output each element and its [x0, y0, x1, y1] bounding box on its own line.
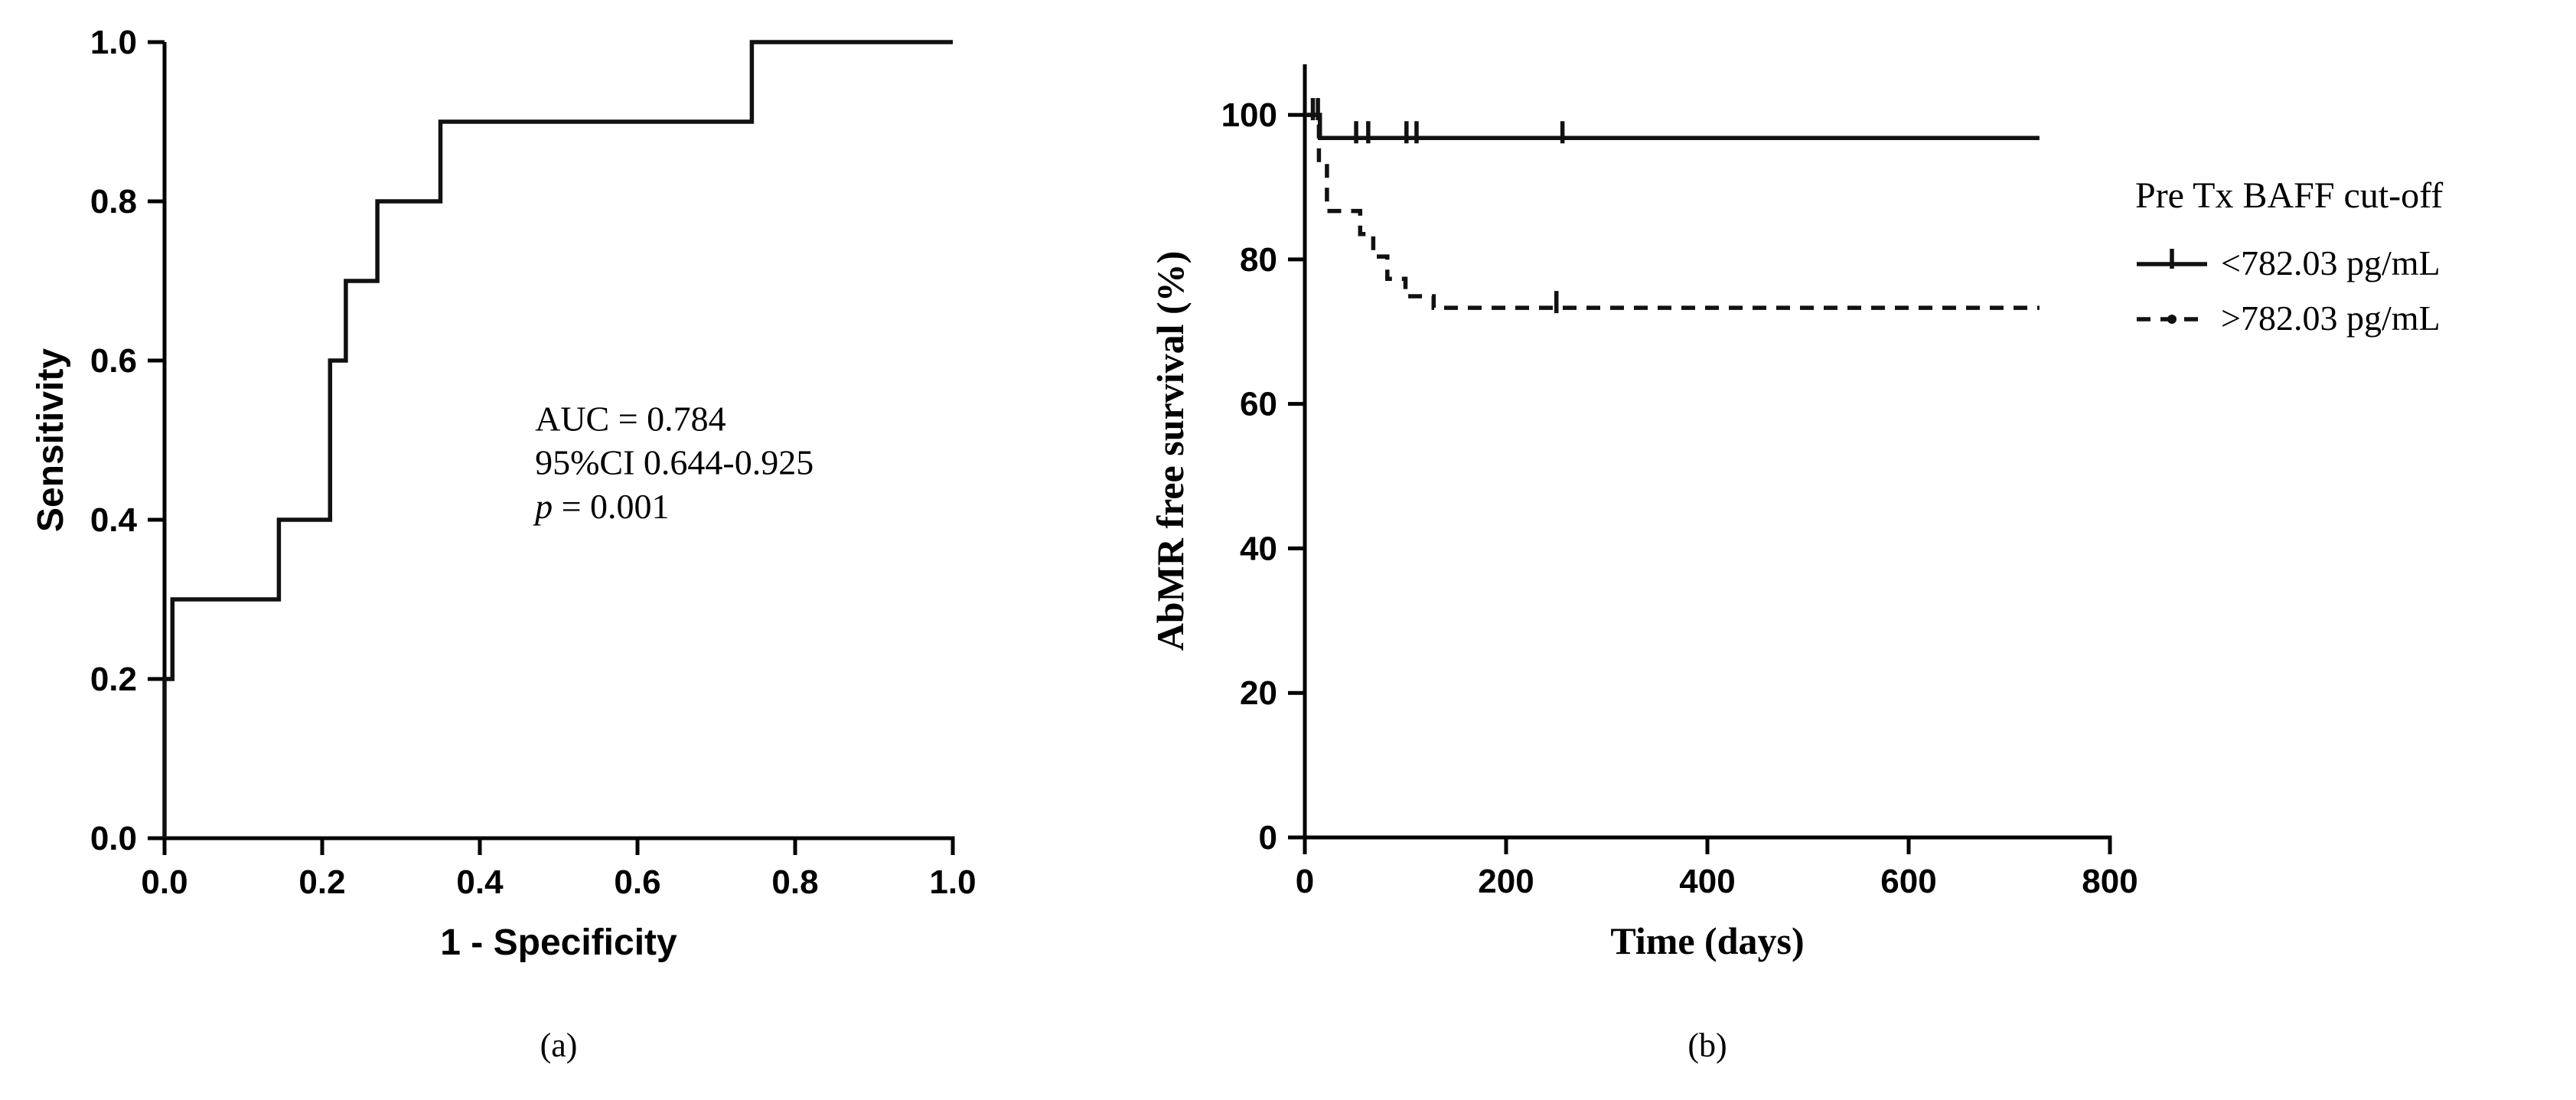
- panel-label-b: (b): [1687, 1027, 1727, 1064]
- legend-item-below-cutoff: <782.03 pg/mL: [2135, 235, 2443, 290]
- y-tick-label: 0.2: [90, 661, 137, 698]
- x-tick-label: 200: [1478, 863, 1534, 900]
- legend-item-above-cutoff: >782.03 pg/mL: [2135, 290, 2443, 345]
- y-tick-label: 40: [1240, 530, 1277, 567]
- y-tick-label: 1.0: [90, 24, 137, 61]
- solid-line-censor-marker-icon: [2137, 249, 2207, 269]
- series-dashed-line: [1305, 113, 2040, 310]
- y-axis-title: AbMR free survival (%): [1149, 251, 1192, 651]
- x-tick-label: 0.4: [456, 863, 504, 901]
- y-tick-label: 0.4: [90, 501, 138, 539]
- legend-item-label-above-cutoff: >782.03 pg/mL: [2221, 298, 2441, 338]
- x-axis-title: Time (days): [1610, 919, 1804, 962]
- y-tick-label: 0.6: [90, 342, 137, 380]
- y-tick-label: 80: [1240, 241, 1277, 279]
- x-tick-label: 0.8: [771, 863, 818, 901]
- x-tick-label: 400: [1679, 863, 1735, 900]
- y-tick-label: 0: [1259, 819, 1277, 857]
- y-tick-label: 100: [1221, 96, 1277, 134]
- x-tick-label: 600: [1880, 863, 1936, 900]
- x-tick-label: 1.0: [929, 863, 976, 901]
- x-axis-title: 1 - Specificity: [440, 922, 677, 963]
- x-tick-label: 0.2: [298, 863, 345, 901]
- legend-item-label-below-cutoff: <782.03 pg/mL: [2221, 243, 2441, 282]
- x-tick-label: 0.0: [141, 863, 187, 901]
- legend: Pre Tx BAFF cut-off <782.03 pg/mL >782.0…: [2135, 175, 2443, 345]
- x-tick-label: 0.6: [614, 863, 660, 901]
- km-survival-chart: 0 200 400 600 800 0 20 40 60 80 100 Time (days) AbMR…: [1149, 64, 2138, 962]
- y-tick-label: 20: [1240, 674, 1277, 712]
- dashed-line-dot-marker-icon: [2137, 315, 2207, 324]
- y-tick-label: 0.0: [90, 820, 137, 857]
- y-axis-title: Sensitivity: [31, 348, 71, 532]
- x-tick-label: 800: [2082, 863, 2137, 900]
- series-solid-line: [162, 40, 953, 838]
- annotation-line: p = 0.001: [533, 487, 669, 526]
- y-tick-label: 60: [1240, 386, 1277, 423]
- panel-label-a: (a): [540, 1027, 578, 1064]
- annotation-line: AUC = 0.784: [535, 400, 726, 439]
- x-tick-label: 0: [1296, 863, 1314, 900]
- legend-title: Pre Tx BAFF cut-off: [2135, 175, 2444, 216]
- y-tick-label: 0.8: [90, 183, 137, 220]
- annotation-line: 95%CI 0.644-0.925: [535, 443, 814, 482]
- roc-curve-chart: 0.0 0.2 0.4 0.6 0.8 1.0 0.0 0.2 0.4 0.6 0.8 1.0 1 - …: [31, 24, 977, 963]
